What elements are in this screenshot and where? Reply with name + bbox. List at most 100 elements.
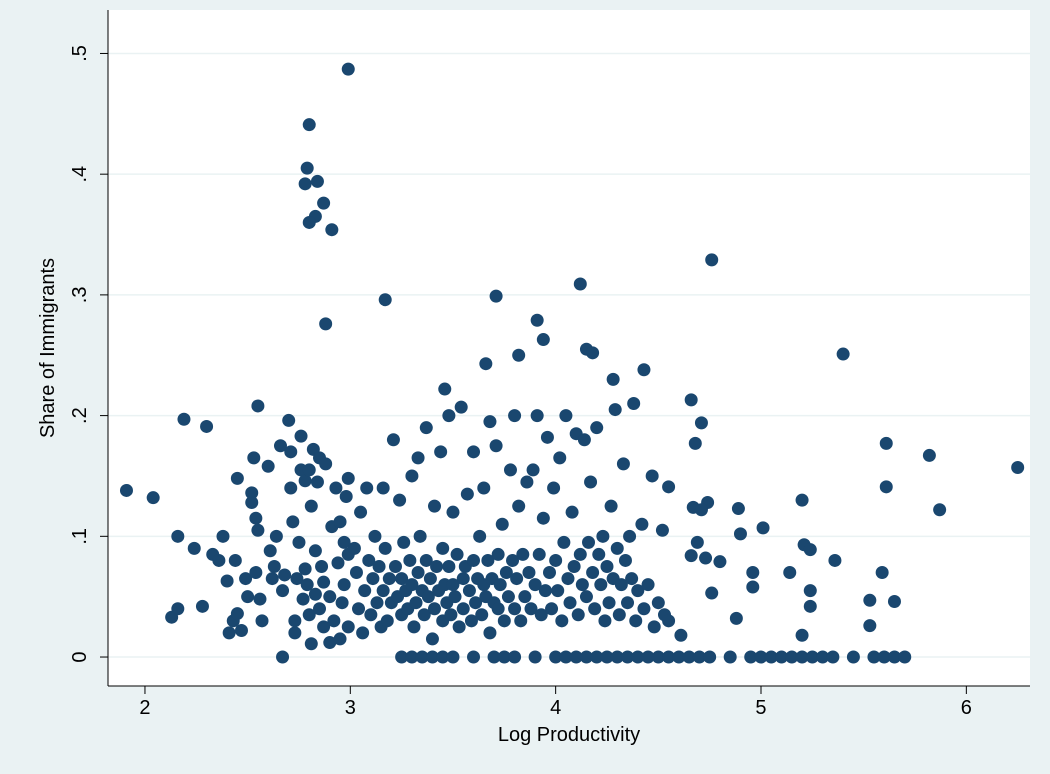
point [382,572,396,586]
point [356,626,370,640]
point [713,555,727,569]
point [579,650,593,664]
point [456,602,470,616]
point [386,433,400,447]
point [489,289,503,303]
point [302,608,316,622]
point [723,650,737,664]
point [518,590,532,604]
point [315,559,329,573]
point [323,636,337,650]
y-axis-label: Share of Immigrants [37,258,59,438]
point [146,491,160,505]
point [647,620,661,634]
point [245,486,259,500]
point [479,357,493,371]
point [251,523,265,537]
point [284,445,298,459]
point [483,626,497,640]
point [826,650,840,664]
point [298,474,312,488]
point [239,572,253,586]
point [536,511,550,525]
point [372,559,386,573]
point [618,553,632,567]
point [265,572,279,586]
point [729,611,743,625]
point [733,527,747,541]
point [220,574,234,588]
point [467,650,481,664]
point [579,590,593,604]
point [514,614,528,628]
point [302,118,316,132]
point [588,602,602,616]
point [828,553,842,567]
point [690,535,704,549]
point [608,403,622,417]
point [662,614,676,628]
point [616,457,630,471]
point [195,599,209,613]
point [596,529,610,543]
point [699,551,713,565]
point [614,578,628,592]
point [674,628,688,642]
point [241,590,255,604]
y-tick-label: 0 [69,651,91,662]
point [290,572,304,586]
point [255,614,269,628]
point [339,489,353,503]
point [637,602,651,616]
point [688,436,702,450]
point [532,547,546,561]
point [442,559,456,573]
point [358,584,372,598]
point [512,348,526,362]
point [467,445,481,459]
point [645,469,659,483]
point [380,614,394,628]
point [495,517,509,531]
point [499,566,513,580]
point [317,575,331,589]
point [278,568,292,582]
point [592,547,606,561]
point [263,544,277,558]
y-tick-label: .4 [69,166,91,183]
point [446,650,460,664]
point [795,628,809,642]
point [569,650,583,664]
point [354,505,368,519]
point [347,541,361,555]
y-tick-label: .2 [69,407,91,424]
point [234,623,248,637]
point [411,451,425,465]
point [563,596,577,610]
point [551,584,565,598]
point [887,595,901,608]
point [512,499,526,513]
x-tick-label: 2 [139,697,150,719]
point [450,547,464,561]
point [600,650,614,664]
point [292,535,306,549]
point [610,541,624,555]
point [302,215,316,229]
point [571,608,585,622]
point [425,632,439,646]
point [337,535,351,549]
point [405,469,419,483]
point [407,620,421,634]
point [454,400,468,414]
point [631,650,645,664]
point [549,650,563,664]
point [421,590,435,604]
point [520,475,534,489]
point [413,529,427,543]
point [641,650,655,664]
point [415,650,429,664]
point [887,650,901,664]
point [423,572,437,586]
point [360,481,374,495]
